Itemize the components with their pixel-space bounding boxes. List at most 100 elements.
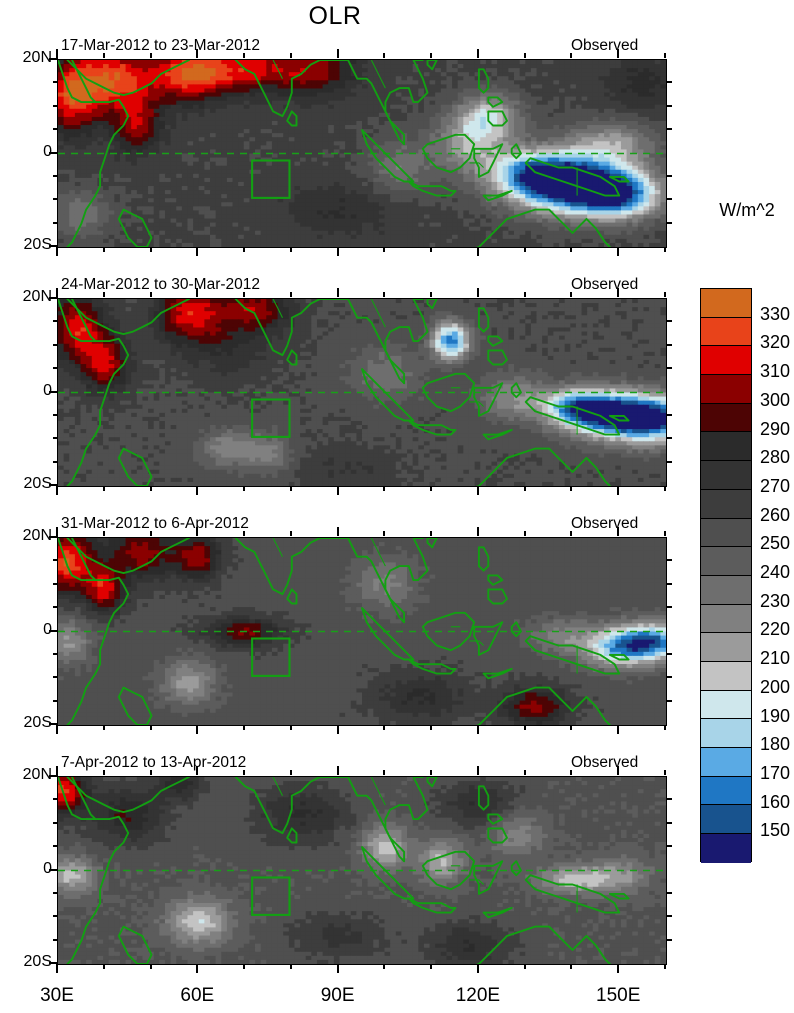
x-tick-mark bbox=[617, 247, 620, 256]
y-minor-tick bbox=[667, 676, 672, 679]
x-tick-mark bbox=[243, 770, 246, 775]
x-tick-mark bbox=[289, 964, 292, 969]
y-minor-tick bbox=[53, 460, 58, 463]
x-tick-mark bbox=[664, 292, 666, 297]
x-tick-mark bbox=[476, 49, 479, 58]
y-tick-mark bbox=[49, 390, 58, 393]
y-minor-tick bbox=[53, 676, 58, 679]
x-tick-mark bbox=[243, 964, 246, 969]
x-tick-mark bbox=[570, 53, 573, 58]
x-tick-mark bbox=[617, 49, 620, 58]
y-tick-mark bbox=[49, 151, 58, 154]
colorbar-band-19 bbox=[701, 834, 751, 863]
x-tick-mark bbox=[56, 49, 58, 58]
x-tick-mark bbox=[102, 292, 105, 297]
y-minor-tick bbox=[667, 81, 672, 84]
x-tick-label-0: 30E bbox=[27, 985, 87, 1007]
x-tick-mark bbox=[102, 725, 105, 730]
panel-source-label-2: Observed bbox=[571, 276, 638, 294]
x-tick-mark bbox=[523, 247, 526, 252]
x-tick-mark bbox=[383, 770, 386, 775]
colorbar-tick-250: 250 bbox=[760, 533, 790, 554]
colorbar-tick-270: 270 bbox=[760, 476, 790, 497]
colorbar-unit-label: W/m^2 bbox=[700, 200, 794, 221]
y-tick-mark bbox=[49, 629, 58, 632]
colorbar-band-3 bbox=[701, 375, 751, 404]
y-tick-mark bbox=[49, 868, 58, 871]
x-tick-mark bbox=[570, 770, 573, 775]
x-tick-mark bbox=[523, 531, 526, 536]
colorbar-band-0 bbox=[701, 289, 751, 318]
colorbar-band-6 bbox=[701, 461, 751, 490]
y-minor-tick bbox=[53, 798, 58, 801]
map-panel-3 bbox=[57, 537, 667, 726]
x-tick-mark bbox=[243, 53, 246, 58]
y-minor-tick bbox=[667, 367, 672, 370]
colorbar-tick-310: 310 bbox=[760, 361, 790, 382]
x-tick-mark bbox=[570, 531, 573, 536]
x-tick-mark bbox=[430, 725, 433, 730]
colorbar-band-5 bbox=[701, 432, 751, 462]
x-tick-mark bbox=[476, 964, 479, 973]
colorbar-band-9 bbox=[701, 547, 751, 576]
y-minor-tick bbox=[667, 845, 672, 848]
colorbar-tick-170: 170 bbox=[760, 763, 790, 784]
y-minor-tick bbox=[667, 198, 672, 201]
x-tick-mark bbox=[102, 53, 105, 58]
y-tick-label-3-2: 20S bbox=[0, 714, 52, 732]
x-tick-mark bbox=[617, 527, 620, 536]
y-minor-tick bbox=[53, 891, 58, 894]
x-tick-mark bbox=[336, 288, 339, 297]
colorbar-tick-230: 230 bbox=[760, 591, 790, 612]
x-tick-mark bbox=[476, 486, 479, 495]
colorbar-band-4 bbox=[701, 403, 751, 433]
x-tick-mark bbox=[523, 964, 526, 969]
x-tick-mark bbox=[149, 486, 152, 491]
y-tick-label-3-0: 20N bbox=[0, 527, 52, 545]
panel-source-label-1: Observed bbox=[571, 37, 638, 55]
x-tick-label-3: 120E bbox=[448, 985, 508, 1007]
colorbar-band-11 bbox=[701, 604, 751, 634]
x-tick-mark bbox=[336, 527, 339, 536]
y-minor-tick bbox=[53, 582, 58, 585]
y-minor-tick bbox=[53, 938, 58, 941]
colorbar-tick-200: 200 bbox=[760, 677, 790, 698]
colorbar-band-18 bbox=[701, 805, 751, 835]
x-tick-mark bbox=[664, 53, 666, 58]
y-minor-tick bbox=[667, 437, 672, 440]
x-tick-mark bbox=[289, 531, 292, 536]
x-tick-mark bbox=[56, 964, 58, 973]
x-tick-mark bbox=[289, 486, 292, 491]
x-tick-mark bbox=[149, 292, 152, 297]
x-tick-mark bbox=[243, 247, 246, 252]
x-tick-mark bbox=[430, 486, 433, 491]
y-tick-label-1-2: 20S bbox=[0, 236, 52, 254]
x-tick-mark bbox=[149, 770, 152, 775]
x-tick-label-2: 90E bbox=[308, 985, 368, 1007]
colorbar-band-2 bbox=[701, 346, 751, 376]
y-tick-mark bbox=[49, 58, 58, 60]
x-tick-mark bbox=[383, 486, 386, 491]
colorbar-band-12 bbox=[701, 633, 751, 662]
colorbar-band-8 bbox=[701, 518, 751, 548]
y-tick-mark bbox=[49, 723, 58, 725]
y-minor-tick bbox=[667, 606, 672, 609]
x-tick-mark bbox=[196, 49, 199, 58]
x-tick-mark bbox=[102, 964, 105, 969]
x-tick-mark bbox=[289, 292, 292, 297]
y-minor-tick bbox=[667, 343, 672, 346]
colorbar-band-14 bbox=[701, 690, 751, 720]
y-tick-label-3-1: 0 bbox=[0, 621, 52, 639]
y-minor-tick bbox=[667, 915, 672, 918]
y-tick-label-2-0: 20N bbox=[0, 288, 52, 306]
y-minor-tick bbox=[667, 128, 672, 131]
colorbar-band-13 bbox=[701, 661, 751, 691]
x-tick-mark bbox=[570, 964, 573, 969]
y-minor-tick bbox=[53, 437, 58, 440]
y-minor-tick bbox=[667, 320, 672, 323]
y-minor-tick bbox=[53, 606, 58, 609]
x-tick-mark bbox=[196, 247, 199, 256]
x-tick-mark bbox=[196, 486, 199, 495]
x-tick-mark bbox=[102, 531, 105, 536]
x-tick-mark bbox=[196, 766, 199, 775]
